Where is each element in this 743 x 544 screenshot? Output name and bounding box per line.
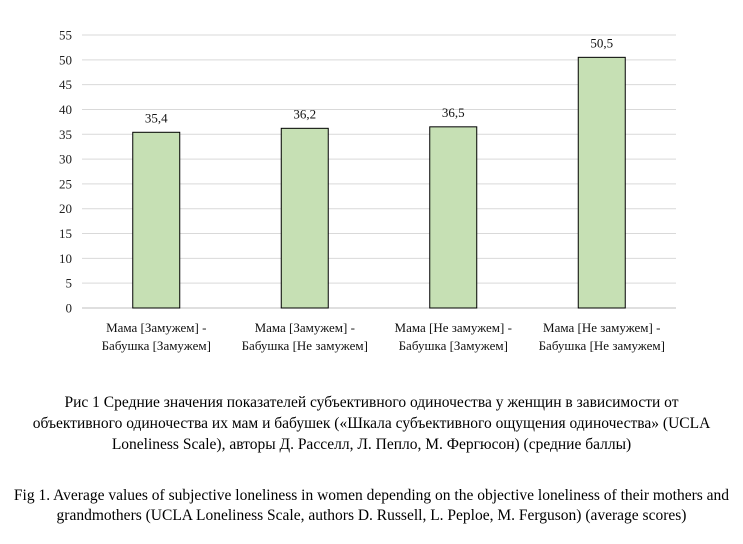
y-tick-label: 5 [66, 276, 73, 291]
category-label: Мама [Не замужем] - Бабушка [Не замужем] [539, 320, 665, 353]
category-label-line: Мама [Не замужем] - [543, 320, 660, 335]
y-tick-label: 35 [59, 127, 72, 142]
y-tick-label: 0 [66, 301, 73, 316]
y-tick-label: 20 [59, 201, 72, 216]
category-label-line: Бабушка [Замужем] [399, 338, 508, 353]
figure-caption-english: Fig 1. Average values of subjective lone… [13, 487, 730, 524]
data-label: 36,5 [442, 105, 465, 120]
y-tick-label: 50 [59, 52, 72, 67]
data-label: 50,5 [590, 35, 613, 50]
category-label-line: Бабушка [Не замужем] [539, 338, 665, 353]
y-tick-label: 10 [59, 251, 72, 266]
y-tick-label: 40 [59, 102, 72, 117]
data-label: 35,4 [145, 110, 168, 125]
bar [132, 131, 181, 309]
y-tick-label: 15 [59, 226, 72, 241]
category-label-line: Мама [Не замужем] - [395, 320, 512, 335]
bar [429, 126, 478, 309]
category-label-line: Бабушка [Замужем] [102, 338, 211, 353]
figure-caption-russian: Рис 1 Средние значения показателей субъе… [32, 394, 711, 453]
category-label-line: Бабушка [Не замужем] [242, 338, 368, 353]
bar-chart: 0 5 10 15 20 25 30 35 40 45 50 55 35,4 Мама [Замужем]… [59, 28, 676, 353]
y-tick-label: 25 [59, 176, 72, 191]
y-tick-label: 45 [59, 77, 72, 92]
category-label: Мама [Замужем] - Бабушка [Замужем] [102, 320, 211, 353]
y-tick-label: 55 [59, 28, 72, 43]
category-label: Мама [Замужем] - Бабушка [Не замужем] [242, 320, 368, 353]
bar [577, 56, 626, 309]
category-label-line: Мама [Замужем] - [106, 320, 206, 335]
category-label: Мама [Не замужем] - Бабушка [Замужем] [395, 320, 512, 353]
category-label-line: Мама [Замужем] - [255, 320, 355, 335]
y-tick-label: 30 [59, 152, 72, 167]
bar [280, 127, 329, 309]
data-label: 36,2 [293, 106, 316, 121]
